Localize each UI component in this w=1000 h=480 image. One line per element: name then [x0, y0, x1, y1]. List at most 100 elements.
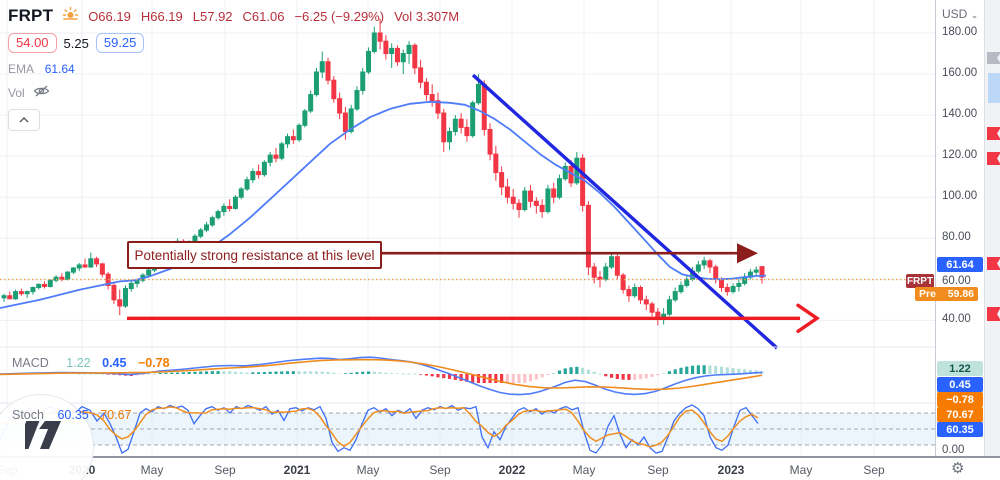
macd-hist-bar	[164, 372, 168, 374]
candle-body	[198, 229, 204, 237]
ohlc-part: L57.92	[192, 8, 233, 24]
macd-hist-bar	[627, 374, 631, 380]
resistance-arrow	[737, 243, 758, 264]
candle-body	[128, 282, 134, 290]
collapse-indicator-button[interactable]	[8, 109, 40, 131]
macd-hist-bar	[349, 372, 353, 374]
candle-body	[42, 283, 48, 287]
candle-body	[649, 303, 655, 313]
currency-selector[interactable]: USD ⌄	[942, 7, 978, 21]
price-alert-flag[interactable]	[987, 52, 1000, 64]
ticker-symbol[interactable]: FRPT	[8, 6, 54, 25]
ohlc-part: −6.25 (−9.29%)	[294, 8, 385, 24]
time-axis[interactable]: ⚙ Sep2020MaySep2021MaySep2022MaySep2023M…	[0, 458, 1000, 480]
ema-line	[0, 100, 767, 309]
macd-signal-line	[0, 358, 763, 391]
candle-body	[244, 179, 250, 190]
candle-body	[533, 200, 539, 206]
macd-hist-bar	[407, 373, 411, 375]
candle-body	[666, 299, 672, 315]
price-alert-flag[interactable]	[987, 257, 1000, 270]
pane-separator[interactable]	[0, 455, 1000, 458]
candle-body	[30, 287, 36, 293]
stoch-k-value: 60.35	[57, 408, 89, 422]
macd-value: 0.45	[102, 356, 127, 370]
volume-row: Vol	[8, 84, 459, 101]
macd-hist-bar	[633, 374, 637, 380]
macd-hist-bar	[413, 373, 417, 375]
time-axis-label: May	[572, 463, 596, 477]
candle-body	[458, 118, 464, 128]
scale-range-marker[interactable]	[988, 73, 1000, 103]
premarket-label: Pre	[919, 288, 936, 300]
macd-hist-bar	[274, 371, 278, 374]
eye-off-icon[interactable]	[33, 84, 50, 101]
gear-icon[interactable]: ⚙	[951, 460, 965, 477]
macd-hist-bar	[586, 369, 591, 374]
price-axis[interactable]: USD ⌄ 180.00 160.00 140.00 120.00 100.00 80.0…	[935, 0, 985, 458]
price-alert-flag[interactable]	[987, 307, 1000, 321]
candle-body	[522, 190, 528, 211]
macd-hist-bar	[83, 373, 87, 375]
macd-hist-bar	[251, 372, 255, 374]
ema-label: EMA	[8, 62, 34, 76]
macd-hist-bar	[528, 374, 533, 382]
annotation-text: Potentially strong resistance at this le…	[134, 247, 375, 263]
price-alert-flag[interactable]	[987, 152, 1000, 165]
macd-hist-bar	[175, 372, 180, 374]
candle-body	[614, 256, 620, 276]
macd-label[interactable]: MACD	[12, 356, 49, 370]
macd-hist-bar	[77, 373, 81, 375]
macd-signal-badge: −0.78	[937, 392, 983, 407]
range-high-box: 59.25	[95, 33, 145, 53]
macd-hist-bar	[181, 372, 185, 374]
candle-body	[342, 112, 348, 133]
resistance-annotation[interactable]: Potentially strong resistance at this le…	[127, 241, 382, 269]
stoch-d-line	[0, 406, 759, 448]
macd-hist-bar	[94, 373, 99, 375]
macd-hist-bar	[517, 374, 521, 383]
macd-hist-bar	[332, 372, 336, 374]
macd-hist-value: 1.22	[66, 356, 91, 370]
price-axis-label: 140.00	[942, 108, 978, 121]
candle-body	[429, 94, 435, 102]
time-axis-label: 2023	[717, 463, 745, 477]
candle-body	[99, 263, 105, 275]
candle-body	[470, 102, 476, 137]
stoch-label-row: Stoch 60.35 70.67	[12, 408, 132, 422]
candle-body	[435, 100, 441, 114]
chart-legend: FRPT O66.19 H66.19 L57.92 C61.06 −6.25 (−9.2…	[8, 6, 459, 131]
macd-hist-bar	[366, 371, 371, 374]
candle-body	[256, 171, 262, 176]
candle-body	[504, 186, 510, 198]
macd-hist-bar	[546, 374, 550, 376]
candle-body	[296, 124, 302, 141]
time-axis-label: Sep	[429, 463, 451, 477]
macd-hist-bar	[297, 371, 301, 374]
macd-hist-bar	[419, 374, 423, 375]
ohlc-part: Vol 3.307M	[394, 8, 460, 24]
macd-hist-bar	[401, 373, 405, 375]
macd-hist-bar	[656, 374, 660, 376]
macd-hist-bar	[563, 368, 567, 374]
macd-label-row: MACD 1.22 0.45 −0.78	[12, 356, 170, 370]
macd-hist-bar	[436, 374, 440, 378]
macd-hist-bar	[106, 374, 110, 375]
candle-body	[331, 79, 337, 100]
downtrend-line[interactable]	[471, 73, 779, 350]
premarket-price: 59.86	[947, 288, 974, 300]
macd-hist-bar	[667, 371, 672, 374]
candle-body	[591, 266, 597, 278]
candle-body	[273, 154, 279, 159]
tradingview-logo-icon	[25, 421, 61, 449]
price-alert-flag[interactable]	[987, 127, 1000, 140]
macd-hist-bar	[135, 374, 139, 376]
candle-body	[545, 188, 551, 213]
chevron-up-icon	[19, 117, 29, 123]
stoch-label[interactable]: Stoch	[12, 408, 44, 422]
macd-hist-bar	[615, 374, 619, 380]
macd-hist-bar	[239, 372, 243, 374]
candle-body	[18, 291, 24, 295]
macd-hist-bar	[557, 370, 562, 374]
